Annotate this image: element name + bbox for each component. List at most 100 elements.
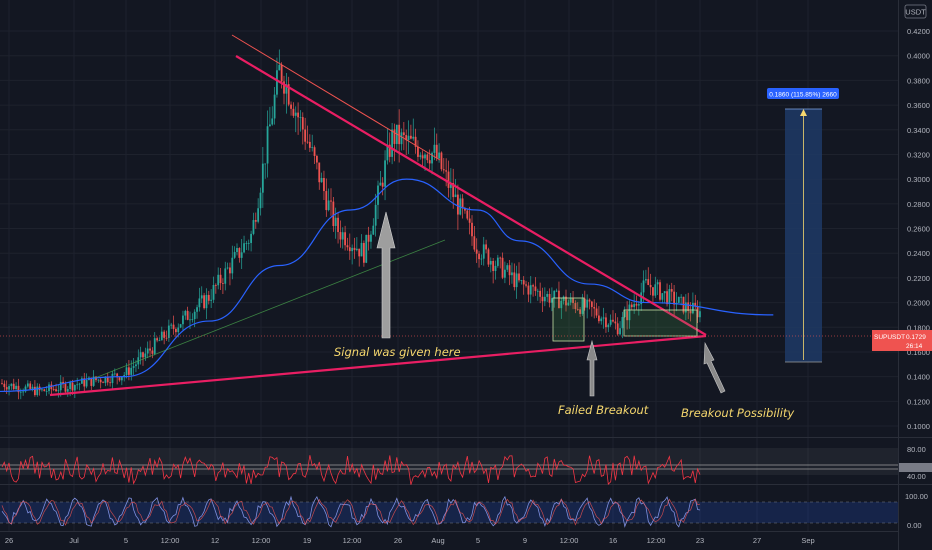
- price-axis-tick: 0.3000: [907, 175, 930, 184]
- candle-body: [478, 253, 480, 260]
- candle-body: [567, 302, 570, 306]
- candle-body: [539, 290, 542, 297]
- candle-body: [81, 378, 83, 384]
- candle-body: [581, 298, 584, 314]
- candle-body: [621, 317, 624, 329]
- candle-body: [583, 298, 586, 308]
- candle-body: [358, 248, 361, 257]
- projection-range[interactable]: 0.1860 (115.85%) 2660: [767, 88, 839, 363]
- price-axis-tick: 0.2800: [907, 200, 930, 209]
- candle-body: [125, 367, 128, 375]
- candle-body: [680, 296, 683, 298]
- stoch-k-line: [1, 495, 701, 528]
- candle-body: [367, 234, 370, 242]
- upper-trendline[interactable]: [235, 55, 707, 336]
- candle-body: [421, 155, 424, 159]
- candle-body: [233, 252, 236, 258]
- candle-body: [487, 249, 490, 265]
- candle-body: [330, 200, 332, 202]
- candle-body: [200, 295, 203, 299]
- candle-body: [69, 382, 72, 390]
- price-axis-tick: 0.4200: [907, 27, 930, 36]
- time-axis-tick: 5: [476, 536, 480, 545]
- candle-body: [106, 376, 109, 383]
- candle-body: [647, 279, 650, 285]
- candle-body: [659, 282, 661, 300]
- failed-breakout-box[interactable]: [552, 297, 585, 342]
- candle-body: [146, 348, 149, 354]
- candle-body: [424, 154, 426, 159]
- candle-body: [128, 367, 130, 375]
- candle-body: [426, 154, 429, 161]
- candle-body: [57, 390, 60, 392]
- candle-body: [118, 377, 121, 381]
- time-axis-tick: 12:00: [343, 536, 362, 545]
- candle-body: [344, 232, 346, 246]
- time-axis-tick: 12:00: [560, 536, 579, 545]
- candle-body: [654, 284, 657, 296]
- time-axis-tick: Sep: [801, 536, 814, 545]
- time-axis-tick: 26: [394, 536, 402, 545]
- candle-body: [527, 285, 530, 295]
- candle-body: [224, 268, 227, 284]
- candle-body: [193, 311, 196, 320]
- candle-body: [214, 284, 217, 286]
- candle-body: [572, 298, 574, 304]
- candle-body: [365, 234, 368, 263]
- time-axis-tick: 16: [609, 536, 617, 545]
- candle-body: [548, 294, 551, 303]
- candle-body: [226, 267, 229, 269]
- candle-body: [492, 260, 495, 272]
- projection-arrow-head: [800, 109, 807, 116]
- candle-body: [85, 380, 88, 387]
- current-price-tag: SUPUSDT 0.1729 26:14: [872, 330, 932, 351]
- candle-body: [640, 292, 643, 305]
- candle-body: [489, 260, 492, 265]
- candle-body: [628, 304, 631, 321]
- failed-breakout-annotation: Failed Breakout: [558, 403, 649, 417]
- lower-trendline[interactable]: [49, 334, 707, 397]
- candle-body: [219, 274, 222, 284]
- candle-body: [111, 373, 114, 384]
- candle-body: [379, 182, 382, 186]
- candle-body: [167, 325, 170, 338]
- candle-body: [393, 129, 396, 144]
- candle-body: [189, 319, 191, 321]
- candle-body: [73, 385, 76, 391]
- candle-body: [243, 243, 245, 253]
- candle-body: [144, 353, 147, 358]
- candle-body: [113, 373, 116, 375]
- candle-body: [400, 132, 403, 145]
- time-axis[interactable]: 26 Jul 5 12:00 12 12:00 19 12:00 26 Aug 5 9 12:00 16 1…: [5, 536, 815, 545]
- stoch-band: [0, 502, 898, 523]
- candle-body: [522, 280, 525, 285]
- candle-body: [41, 389, 43, 391]
- price-axis[interactable]: 0.4200 0.4000 0.3800 0.3600 0.3400 0.3200 0.30…: [907, 27, 930, 431]
- candle-body: [306, 141, 309, 143]
- time-axis-tick: 19: [303, 536, 311, 545]
- candle-body: [245, 243, 248, 244]
- candle-body: [637, 304, 640, 306]
- candle-body: [52, 389, 55, 390]
- candle-body: [191, 319, 194, 320]
- candle-body: [602, 317, 605, 319]
- candle-body: [99, 379, 102, 383]
- consolidation-box[interactable]: [623, 309, 698, 337]
- candle-body: [388, 144, 391, 157]
- candle-body: [229, 267, 231, 274]
- candle-body: [508, 265, 511, 276]
- candle-body: [3, 383, 6, 388]
- candle-body: [26, 383, 29, 387]
- candle-body: [391, 129, 393, 157]
- candle-body: [334, 217, 337, 227]
- candle-body: [294, 112, 297, 116]
- candle-body: [266, 126, 269, 164]
- candle-body: [212, 284, 215, 300]
- candle-body: [151, 350, 154, 354]
- stoch-axis-tick-low: 0.00: [907, 521, 922, 530]
- candle-body: [485, 244, 487, 250]
- upper-outer-trendline[interactable]: [231, 34, 441, 161]
- candle-body: [15, 385, 17, 390]
- candle-body: [346, 245, 349, 248]
